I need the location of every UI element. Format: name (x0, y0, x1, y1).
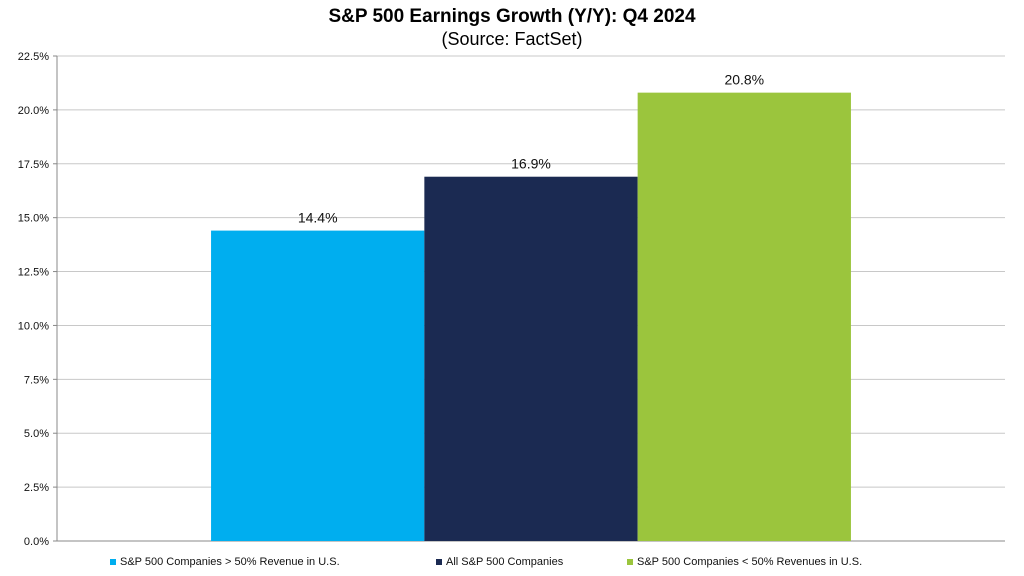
chart-subtitle: (Source: FactSet) (441, 29, 583, 49)
bar (637, 92, 851, 542)
data-label: 16.9% (511, 156, 551, 172)
legend-label: S&P 500 Companies > 50% Revenue in U.S. (120, 556, 340, 568)
y-tick-label: 17.5% (18, 159, 49, 171)
legend-swatch (627, 559, 633, 565)
data-label: 20.8% (724, 72, 764, 88)
legend-label: S&P 500 Companies < 50% Revenues in U.S. (637, 556, 863, 568)
y-tick-label: 0.0% (24, 536, 49, 548)
data-label: 14.4% (298, 210, 338, 226)
y-tick-label: 5.0% (24, 428, 49, 440)
legend-item: S&P 500 Companies < 50% Revenues in U.S. (627, 556, 862, 568)
y-tick-label: 7.5% (24, 374, 49, 386)
y-tick-label: 2.5% (24, 482, 49, 494)
legend-item: All S&P 500 Companies (436, 556, 563, 568)
y-tick-label: 15.0% (18, 213, 49, 225)
bar (424, 176, 638, 541)
y-tick-label: 10.0% (18, 320, 49, 332)
plot-area: 0.0% 2.5% 5.0% 7.5% 10.0% 12.5% 15.0% 17.5% 20.0… (18, 51, 1005, 548)
legend-swatch (110, 559, 116, 565)
y-tick-label: 20.0% (18, 105, 49, 117)
legend: S&P 500 Companies > 50% Revenue in U.S. A… (0, 556, 1024, 572)
y-tick-label: 12.5% (18, 267, 49, 279)
chart-title: S&P 500 Earnings Growth (Y/Y): Q4 2024 (328, 6, 696, 27)
legend-swatch (436, 559, 442, 565)
legend-label: All S&P 500 Companies (446, 556, 564, 568)
y-tick-label: 22.5% (18, 51, 49, 63)
legend-item: S&P 500 Companies > 50% Revenue in U.S. (110, 556, 340, 568)
bar (211, 230, 425, 541)
